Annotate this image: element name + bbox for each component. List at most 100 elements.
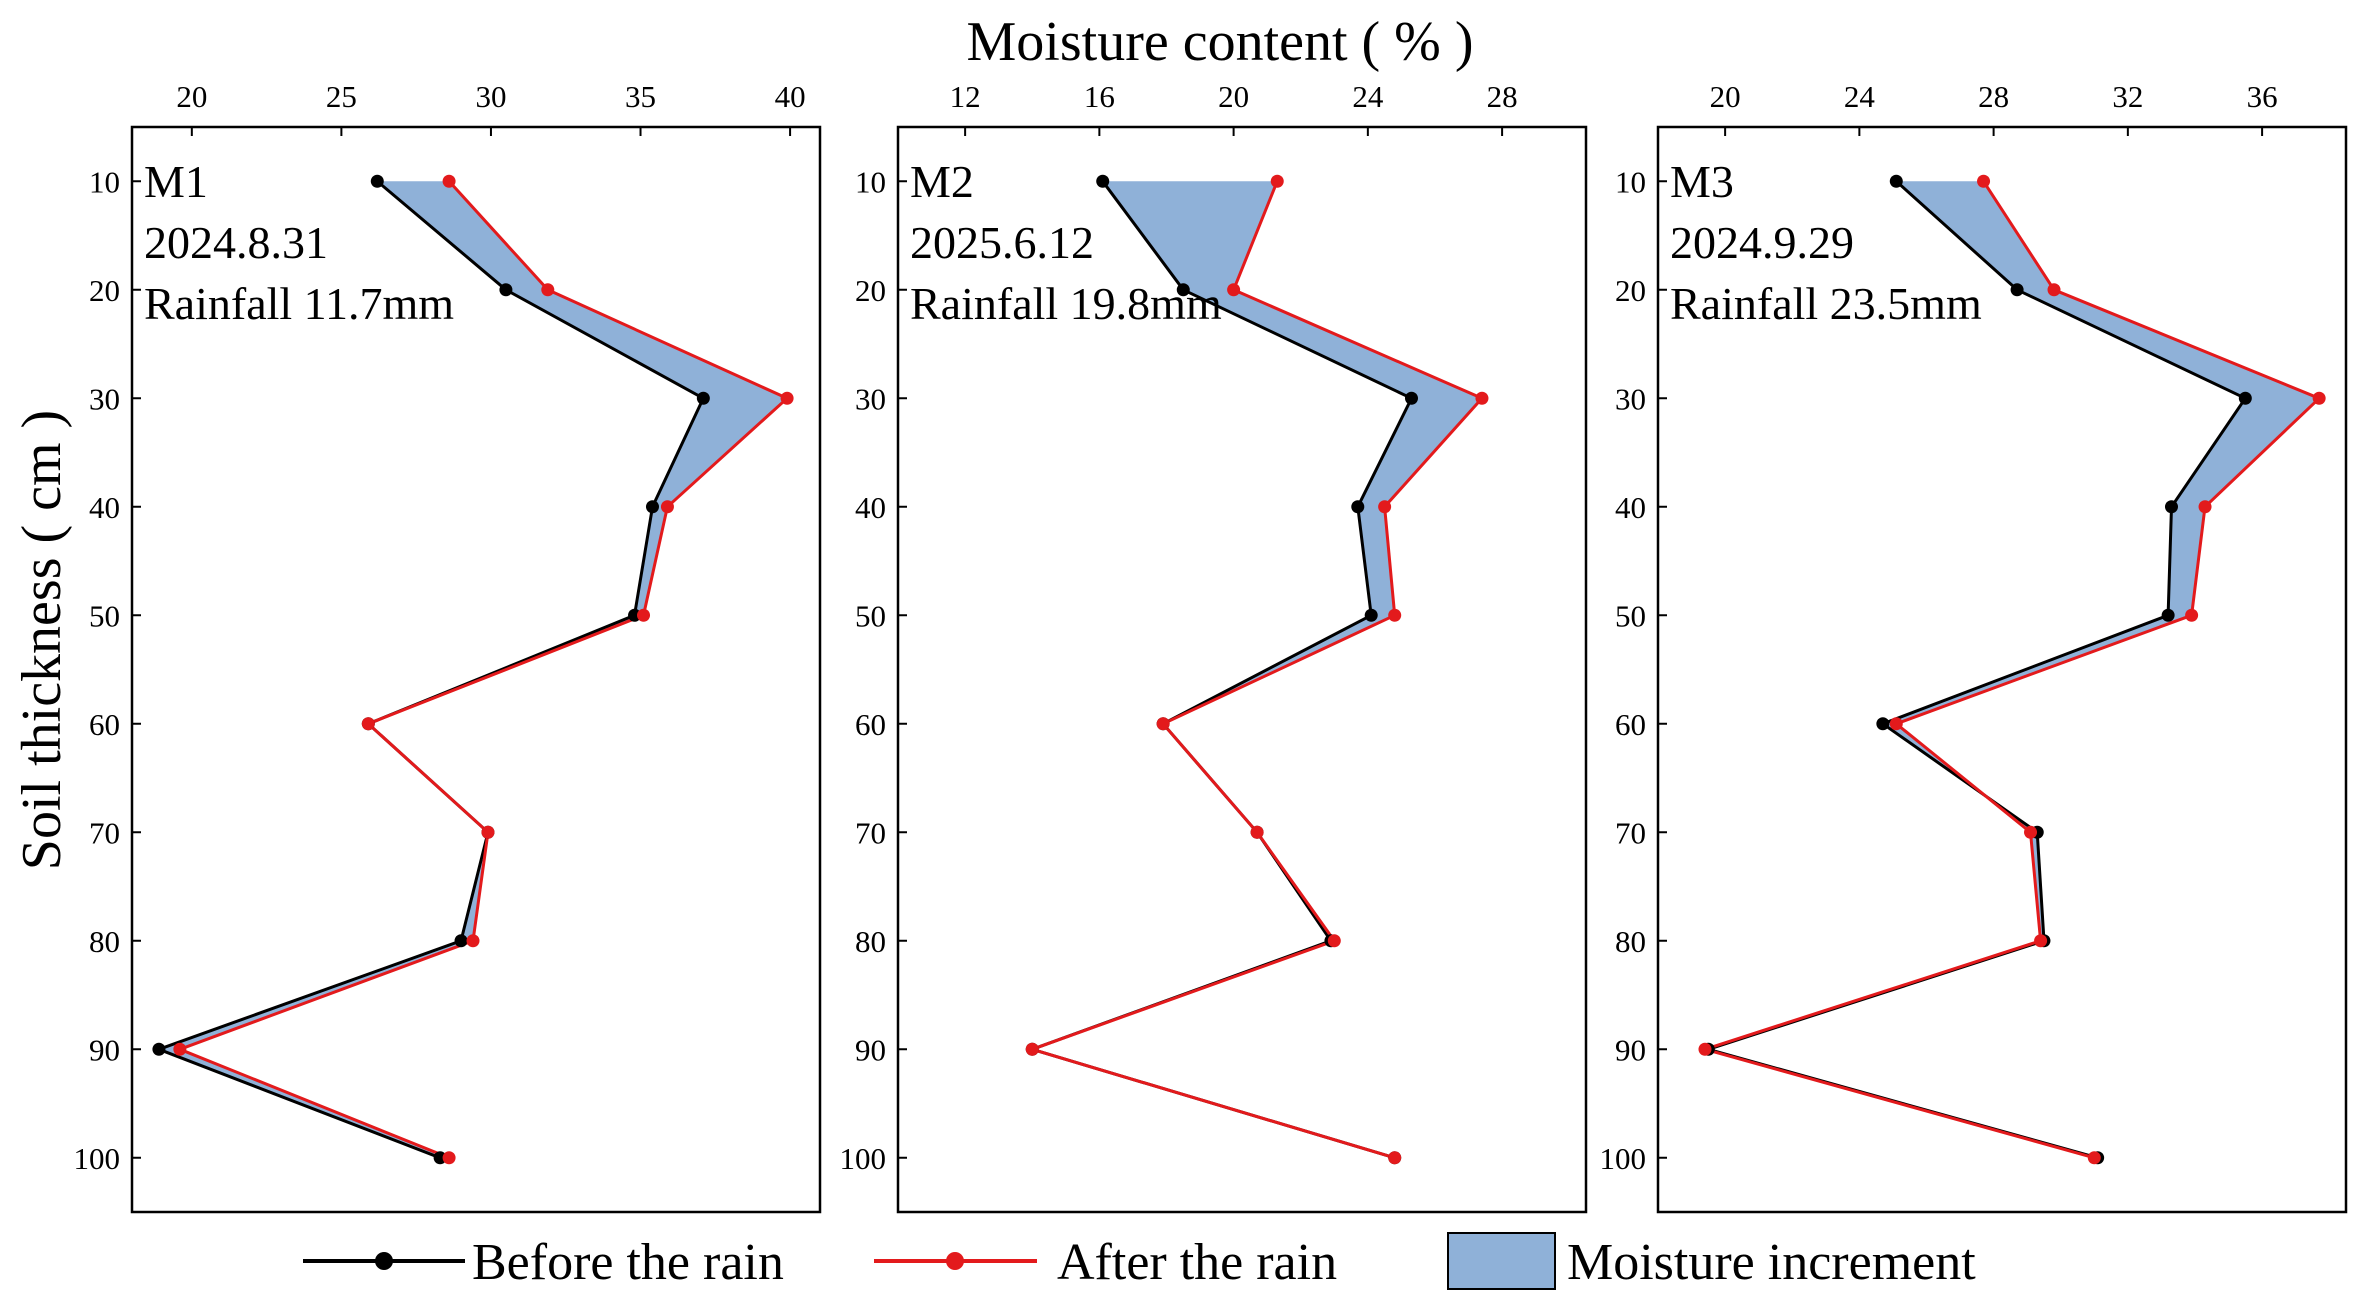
x-tick-label: 24	[1844, 79, 1876, 114]
y-tick-label: 80	[855, 924, 886, 959]
y-tick-label: 60	[1615, 707, 1646, 742]
after-rain-point	[1475, 391, 1489, 405]
after-rain-point	[1270, 174, 1284, 188]
before-rain-point	[2010, 283, 2024, 297]
y-tick-label: 100	[74, 1141, 121, 1176]
panel-rainfall: Rainfall 19.8mm	[910, 278, 1222, 329]
y-tick-label: 30	[1615, 381, 1646, 416]
x-tick-label: 12	[950, 79, 981, 114]
after-rain-point	[2047, 283, 2061, 297]
after-rain-point	[1977, 174, 1991, 188]
after-rain-point	[2185, 608, 2199, 622]
y-tick-label: 10	[855, 164, 886, 199]
after-rain-point	[1250, 825, 1264, 839]
panel-date: 2024.9.29	[1670, 217, 1854, 268]
y-tick-label: 50	[855, 598, 886, 633]
y-tick-label: 20	[855, 273, 886, 308]
before-rain-point	[499, 283, 513, 297]
y-tick-label: 70	[89, 815, 120, 850]
x-tick-label: 28	[1487, 79, 1518, 114]
y-tick-label: 70	[1615, 815, 1646, 850]
after-rain-point	[466, 934, 480, 948]
y-tick-label: 90	[855, 1032, 886, 1067]
after-rain-point	[1889, 717, 1903, 731]
x-tick-label: 20	[176, 79, 207, 114]
after-rain-point	[2034, 934, 2048, 948]
x-axis-title: Moisture content ( % )	[967, 11, 1474, 73]
before-rain-point	[152, 1042, 166, 1056]
after-rain-point	[173, 1042, 187, 1056]
legend: Before the rain After the rain Moisture in…	[303, 1232, 1976, 1291]
before-rain-point	[1876, 717, 1890, 731]
y-tick-label: 30	[855, 381, 886, 416]
before-rain-point	[1364, 608, 1378, 622]
after-rain-point	[2312, 391, 2326, 405]
before-rain-point	[628, 608, 642, 622]
after-rain-point	[2198, 500, 2212, 514]
after-rain-point	[442, 1151, 456, 1165]
before-rain-point	[2238, 391, 2252, 405]
after-rain-point	[637, 608, 651, 622]
before-rain-line-m1	[157, 180, 705, 1160]
after-rain-point	[442, 174, 456, 188]
panel-m3: 20 24 28 32 36 10 20 30 40 50 60 70 80 90 100 M3 2024.9.…	[1600, 79, 2348, 1214]
panel-date: 2025.6.12	[910, 217, 1094, 268]
after-rain-point	[2024, 825, 2038, 839]
legend-after-label: After the rain	[1057, 1234, 1337, 1291]
panel-rainfall: Rainfall 23.5mm	[1670, 278, 1982, 329]
x-tick-label: 25	[326, 79, 357, 114]
legend-fill-swatch	[1447, 1232, 1556, 1290]
before-rain-point	[1176, 283, 1190, 297]
plot-frame-m2	[896, 125, 1588, 1214]
after-rain-point	[1227, 283, 1241, 297]
y-tick-label: 50	[1615, 598, 1646, 633]
before-rain-point	[1096, 174, 1110, 188]
after-rain-line-m2	[1030, 180, 1484, 1160]
before-rain-point	[454, 934, 468, 948]
x-tick-label: 20	[1710, 79, 1741, 114]
chart-panels: 20 25 30 35 40 10 20 30 40 50 60 70 80 90 100 M1 2024.8.…	[74, 79, 2348, 1214]
before-rain-point	[1889, 174, 1903, 188]
x-tick-label: 28	[1978, 79, 2009, 114]
panel-name: M3	[1670, 156, 1734, 207]
y-tick-label: 70	[855, 815, 886, 850]
panel-name: M2	[910, 156, 974, 207]
after-rain-point	[1156, 717, 1170, 731]
y-tick-label: 40	[1615, 490, 1646, 525]
plot-frame-m3	[1656, 125, 2348, 1214]
after-rain-point	[2087, 1151, 2101, 1165]
after-rain-line-m1	[178, 180, 789, 1160]
panel-m1: 20 25 30 35 40 10 20 30 40 50 60 70 80 90 100 M1 2024.8.…	[74, 79, 822, 1214]
after-rain-line-m3	[1703, 180, 2321, 1160]
x-tick-label: 20	[1218, 79, 1249, 114]
before-rain-point	[1351, 500, 1365, 514]
panel-date: 2024.8.31	[144, 217, 328, 268]
x-tick-label: 24	[1352, 79, 1384, 114]
before-rain-point	[2161, 608, 2175, 622]
after-rain-point	[361, 717, 375, 731]
after-rain-point	[1327, 934, 1341, 948]
y-tick-label: 90	[89, 1032, 120, 1067]
y-tick-label: 90	[1615, 1032, 1646, 1067]
y-axis-title: Soil thickness ( cm )	[11, 410, 73, 870]
y-tick-label: 80	[1615, 924, 1646, 959]
after-rain-point	[780, 391, 794, 405]
before-rain-point	[433, 1151, 447, 1165]
y-tick-label: 20	[89, 273, 120, 308]
y-tick-label: 50	[89, 598, 120, 633]
y-tick-label: 60	[89, 707, 120, 742]
plot-frame-m1	[130, 125, 822, 1214]
before-rain-point	[696, 391, 710, 405]
after-rain-point	[541, 283, 555, 297]
x-tick-label: 35	[625, 79, 656, 114]
x-tick-label: 16	[1084, 79, 1115, 114]
x-tick-label: 32	[2112, 79, 2143, 114]
x-tick-label: 40	[775, 79, 806, 114]
before-rain-point	[2164, 500, 2178, 514]
legend-fill-label: Moisture increment	[1567, 1234, 1976, 1291]
legend-after-marker	[946, 1252, 964, 1270]
y-tick-label: 40	[855, 490, 886, 525]
before-rain-point	[370, 174, 384, 188]
y-tick-label: 30	[89, 381, 120, 416]
